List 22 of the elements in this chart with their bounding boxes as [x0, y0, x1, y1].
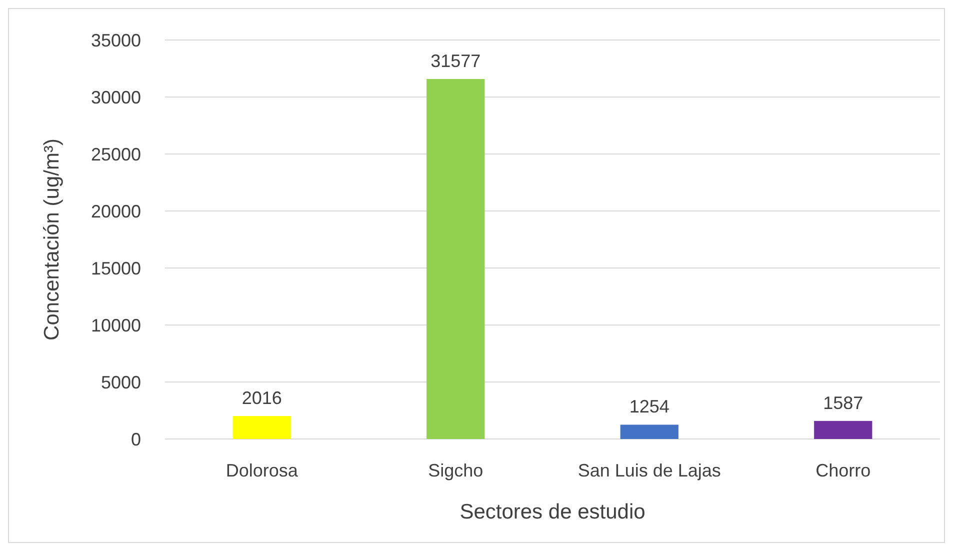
x-tick-label: San Luis de Lajas [578, 460, 721, 480]
y-tick-label: 35000 [90, 30, 141, 50]
y-tick-label: 25000 [90, 144, 141, 164]
data-label: 1587 [823, 392, 864, 413]
x-axis-title: Sectores de estudio [460, 500, 646, 524]
y-tick-label: 0 [130, 429, 141, 450]
data-label: 2016 [242, 388, 282, 408]
y-tick-label: 30000 [90, 87, 141, 108]
y-tick-label: 15000 [90, 258, 141, 278]
y-tick-label: 20000 [90, 201, 141, 222]
data-label: 1254 [629, 396, 670, 417]
bar [426, 79, 485, 439]
y-tick-label: 5000 [100, 372, 141, 392]
x-tick-label: Chorro [816, 460, 871, 480]
x-tick-label: Dolorosa [226, 460, 299, 480]
bar [620, 424, 678, 439]
bar [814, 420, 872, 439]
y-axis-title: Concentación (ug/m³) [40, 138, 64, 340]
data-label: 31577 [430, 51, 481, 72]
x-tick-label: Sigcho [428, 460, 484, 480]
bar [232, 416, 291, 439]
y-tick-label: 10000 [90, 315, 141, 336]
